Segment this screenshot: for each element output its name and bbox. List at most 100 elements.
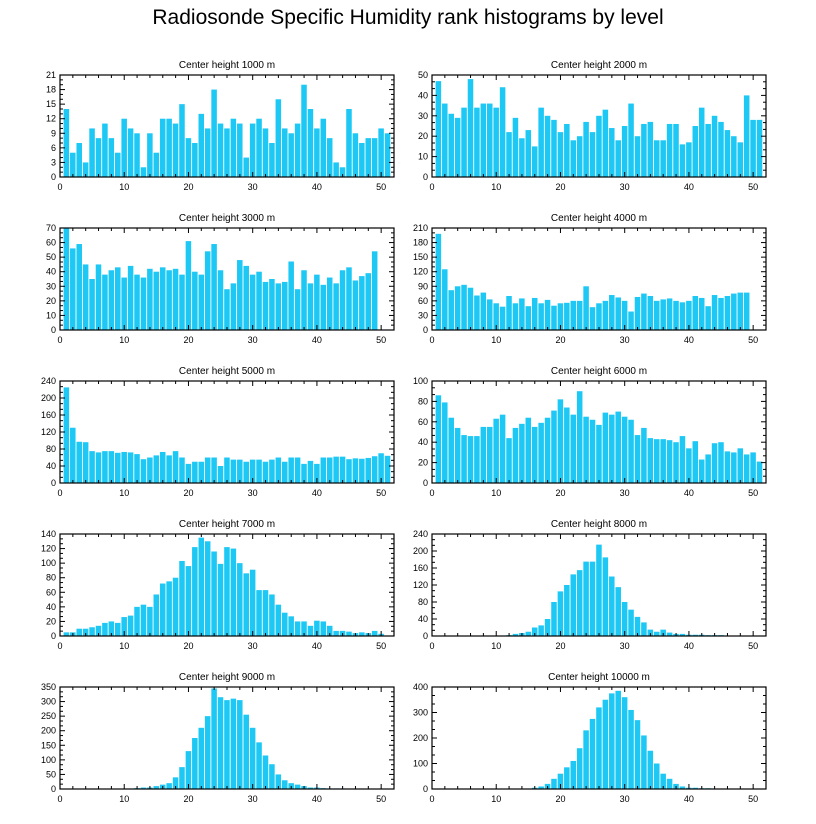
y-tick-label: 18: [46, 85, 56, 95]
bar: [269, 459, 275, 484]
y-tick-label: 20: [418, 458, 428, 468]
bar: [230, 283, 237, 330]
bar: [121, 277, 127, 330]
bar: [474, 295, 480, 330]
bar: [724, 296, 731, 330]
bar: [679, 144, 686, 177]
bar: [307, 460, 314, 483]
bar: [108, 138, 115, 177]
y-tick-label: 80: [46, 573, 56, 583]
bar: [589, 718, 596, 790]
bar: [140, 277, 147, 330]
bar: [224, 128, 230, 177]
bar: [589, 307, 596, 330]
bar: [570, 140, 577, 177]
bar: [275, 283, 282, 330]
bar: [198, 537, 205, 636]
y-tick-label: 60: [418, 417, 428, 427]
bar: [108, 621, 115, 636]
bar: [314, 463, 320, 484]
bar: [512, 427, 519, 483]
bar: [192, 271, 198, 330]
x-tick-label: 30: [248, 641, 258, 651]
bar: [564, 123, 570, 177]
bar: [615, 140, 621, 177]
x-tick-label: 20: [183, 488, 193, 498]
bar: [724, 451, 731, 483]
bar: [583, 416, 589, 483]
bar: [243, 714, 249, 789]
bar: [750, 452, 756, 483]
bar: [249, 459, 256, 484]
bar: [314, 128, 320, 177]
bar: [134, 133, 140, 177]
bar: [378, 128, 384, 177]
bar: [217, 697, 224, 789]
bar: [378, 453, 384, 483]
bar: [519, 138, 525, 177]
bar: [609, 693, 615, 790]
bar: [95, 452, 102, 483]
bar: [172, 451, 179, 484]
bar: [731, 293, 737, 330]
bar: [634, 136, 641, 177]
bar: [570, 300, 577, 330]
bar: [237, 563, 243, 636]
bar: [217, 123, 224, 177]
bar: [660, 773, 666, 789]
bar: [211, 551, 217, 636]
bar: [217, 466, 224, 483]
bar: [525, 417, 532, 483]
bar: [70, 248, 76, 330]
bar: [506, 438, 512, 483]
bar: [654, 300, 660, 330]
bar: [204, 716, 211, 789]
bar: [333, 630, 339, 636]
bar: [282, 128, 288, 177]
bar: [153, 455, 160, 484]
y-tick-label: 50: [46, 252, 56, 262]
bar: [531, 146, 538, 177]
x-tick-label: 10: [491, 641, 501, 651]
bar: [159, 118, 166, 177]
figure-title: Radiosonde Specific Humidity rank histog…: [152, 6, 664, 29]
bar: [282, 780, 288, 789]
bar: [551, 305, 557, 330]
x-tick-label: 50: [376, 182, 386, 192]
bar: [288, 457, 294, 483]
y-tick-label: 40: [46, 267, 56, 277]
y-tick-label: 0: [51, 325, 56, 335]
bar: [147, 268, 153, 330]
bar: [654, 140, 660, 177]
bar: [320, 284, 327, 330]
bar: [346, 459, 352, 483]
histogram-panel: Center height 2000 m 0 10 20 30 40 50 0 10 20 30 40…: [418, 60, 767, 192]
bar: [519, 298, 525, 330]
x-tick-label: 50: [376, 794, 386, 804]
bar: [576, 748, 583, 789]
y-tick-label: 50: [46, 769, 56, 779]
bar: [641, 293, 647, 330]
bar: [346, 631, 352, 636]
bar: [256, 118, 262, 177]
bar: [115, 152, 121, 177]
x-tick-label: 20: [183, 182, 193, 192]
bar: [602, 300, 609, 330]
bar: [621, 300, 628, 330]
y-tick-label: 40: [46, 461, 56, 471]
x-tick-label: 30: [620, 641, 630, 651]
y-tick-label: 80: [46, 444, 56, 454]
bar: [121, 451, 127, 483]
y-tick-label: 350: [41, 682, 56, 692]
x-tick-label: 30: [620, 488, 630, 498]
bar: [147, 606, 153, 636]
bar: [282, 612, 288, 636]
panel-title: Center height 4000 m: [551, 213, 647, 224]
bar: [583, 286, 589, 330]
bar: [474, 436, 480, 483]
y-tick-label: 120: [41, 427, 56, 437]
bar: [743, 454, 750, 483]
bar: [576, 570, 583, 637]
y-tick-label: 140: [41, 529, 56, 539]
bar: [352, 133, 359, 177]
